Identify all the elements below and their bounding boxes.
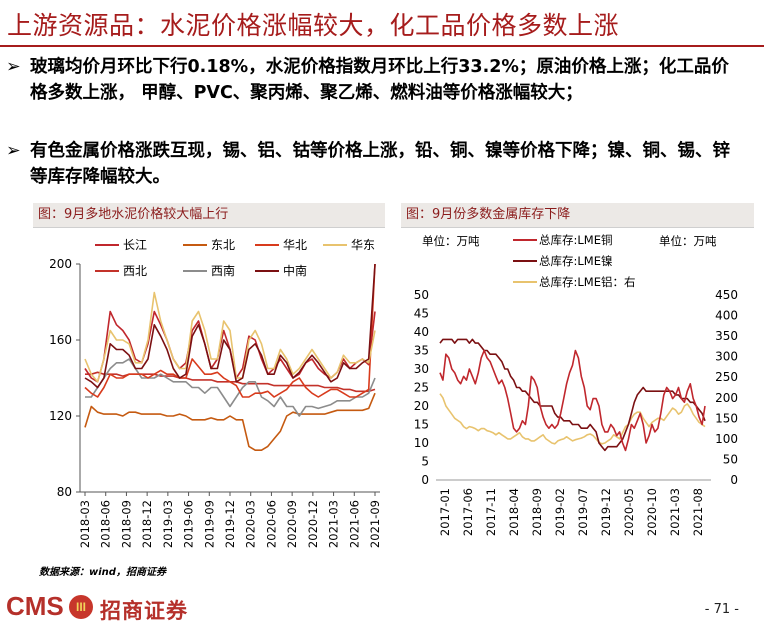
legend-label: 东北 [211,238,235,252]
x-tick-label: 2021-06 [347,500,361,548]
y-right-tick-label: 150 [715,411,738,425]
x-tick-label: 2017-11 [484,488,498,536]
y-right-tick-label: 450 [715,288,738,302]
y-left-tick-label: 50 [414,288,429,302]
x-tick-label: 2019-12 [599,488,613,536]
y-right-tick-label: 50 [723,452,738,466]
x-tick-label: 2018-09 [530,488,544,536]
y-left-tick-label: 25 [414,381,429,395]
legend-label: 总库存:LME镍 [539,254,612,268]
bullet-arrow-icon: ➢ [6,141,21,161]
y-right-tick-label: 100 [715,432,738,446]
x-tick-label: 2018-09 [119,500,133,548]
y-left-tick-label: 5 [421,455,429,469]
left-chart-title: 图：9月多地水泥价格较大幅上行 [33,203,385,227]
x-tick-label: 2021-03 [668,488,682,536]
x-tick-label: 2020-03 [244,500,258,548]
x-tick-label: 2018-06 [99,500,113,548]
cms-logo-text: CMS [6,591,64,621]
legend-label: 长江 [123,238,147,252]
legend-label: 总库存:LME铝：右 [539,275,635,289]
x-tick-label: 2021-08 [691,488,705,536]
x-tick-label: 2019-09 [202,500,216,548]
x-tick-label: 2020-09 [285,500,299,548]
page-title: 上游资源品：水泥价格涨幅较大，化工品价格多数上涨 [7,11,620,40]
legend-label: 西北 [123,264,147,278]
x-tick-label: 2019-12 [223,500,237,548]
x-tick-label: 2020-06 [264,500,278,548]
y-tick-label: 160 [49,333,72,347]
series-line [439,338,706,452]
x-tick-label: 2021-03 [327,500,341,548]
x-tick-label: 2020-12 [306,500,320,548]
page-number: - 71 - [704,602,739,617]
y-right-tick-label: 0 [730,473,738,487]
bullet-item-1: ➢ 玻璃均价月环比下行0.18%，水泥价格指数月环比上行33.2%；原油价格上涨… [6,54,730,106]
series-line [84,291,376,383]
company-logo-icon: III [69,595,93,619]
x-tick-label: 2018-04 [507,488,521,536]
y-left-tick-label: 0 [421,473,429,487]
y-left-tick-label: 35 [414,344,429,358]
y-tick-label: 120 [49,409,72,423]
x-tick-label: 2019-02 [553,488,567,536]
y-left-tick-label: 45 [414,307,429,321]
footer: CMS III 招商证券 - 71 - [0,588,764,625]
x-tick-label: 2019-03 [161,500,175,548]
cement-price-chart: 80 120 160 200 2018-03 2018-06 2018-09 2018-12 2… [49,238,382,548]
x-tick-label: 2020-10 [645,488,659,536]
y-right-tick-label: 400 [715,309,738,323]
y-left-tick-label: 30 [414,362,429,376]
right-chart-title-rule [401,227,754,228]
metal-inventory-chart: 单位：万吨 单位：万吨 0 5 10 15 20 25 30 35 40 45 50 0 50 100 150 2… [414,233,738,536]
unit-left-label: 单位：万吨 [422,234,480,248]
series-line [439,393,706,445]
series-line [84,392,376,451]
bullet-text-2: 有色金属价格涨跌互现，锡、铝、钴等价格上涨，铅、铜、镍等价格下降；镍、铜、锡、锌… [30,141,730,187]
y-right-tick-label: 200 [715,391,738,405]
y-right-tick-label: 350 [715,329,738,343]
x-tick-label: 2019-06 [182,500,196,548]
company-name: 招商证券 [100,599,188,623]
bullet-text-1: 玻璃均价月环比下行0.18%，水泥价格指数月环比上行33.2%；原油价格上涨；化… [30,57,729,103]
y-right-tick-label: 300 [715,350,738,364]
unit-right-label: 单位：万吨 [659,234,717,248]
left-chart-title-rule [33,227,385,228]
legend-label: 总库存:LME铜 [539,233,612,247]
series-line [84,263,376,389]
y-tick-label: 200 [49,257,72,271]
right-chart-title: 图：9月份多数金属库存下降 [401,203,754,227]
legend-label: 华北 [283,238,307,252]
y-left-tick-label: 20 [414,399,429,413]
x-tick-label: 2017-01 [438,488,452,536]
x-tick-label: 2018-03 [78,500,92,548]
x-tick-label: 2017-06 [461,488,475,536]
series-line [84,263,376,398]
title-divider [0,45,764,47]
legend-label: 华东 [351,238,375,252]
x-tick-label: 2018-12 [140,500,154,548]
x-tick-label: 2019-07 [576,488,590,536]
series-line [84,310,376,383]
y-left-tick-label: 15 [414,418,429,432]
y-left-tick-label: 10 [414,436,429,450]
x-tick-label: 2021-09 [368,500,382,548]
legend-label: 中南 [283,263,307,278]
bullet-item-2: ➢ 有色金属价格涨跌互现，锡、铝、钴等价格上涨，铅、铜、镍等价格下降；镍、铜、锡… [6,138,740,190]
y-right-tick-label: 250 [715,370,738,384]
y-left-tick-label: 40 [414,325,429,339]
y-tick-label: 80 [57,485,72,499]
data-source-note: 数据来源：wind，招商证券 [39,567,166,578]
legend-label: 西南 [211,263,235,278]
series-line [439,349,706,452]
x-tick-label: 2020-05 [622,488,636,536]
bullet-arrow-icon: ➢ [6,57,21,77]
